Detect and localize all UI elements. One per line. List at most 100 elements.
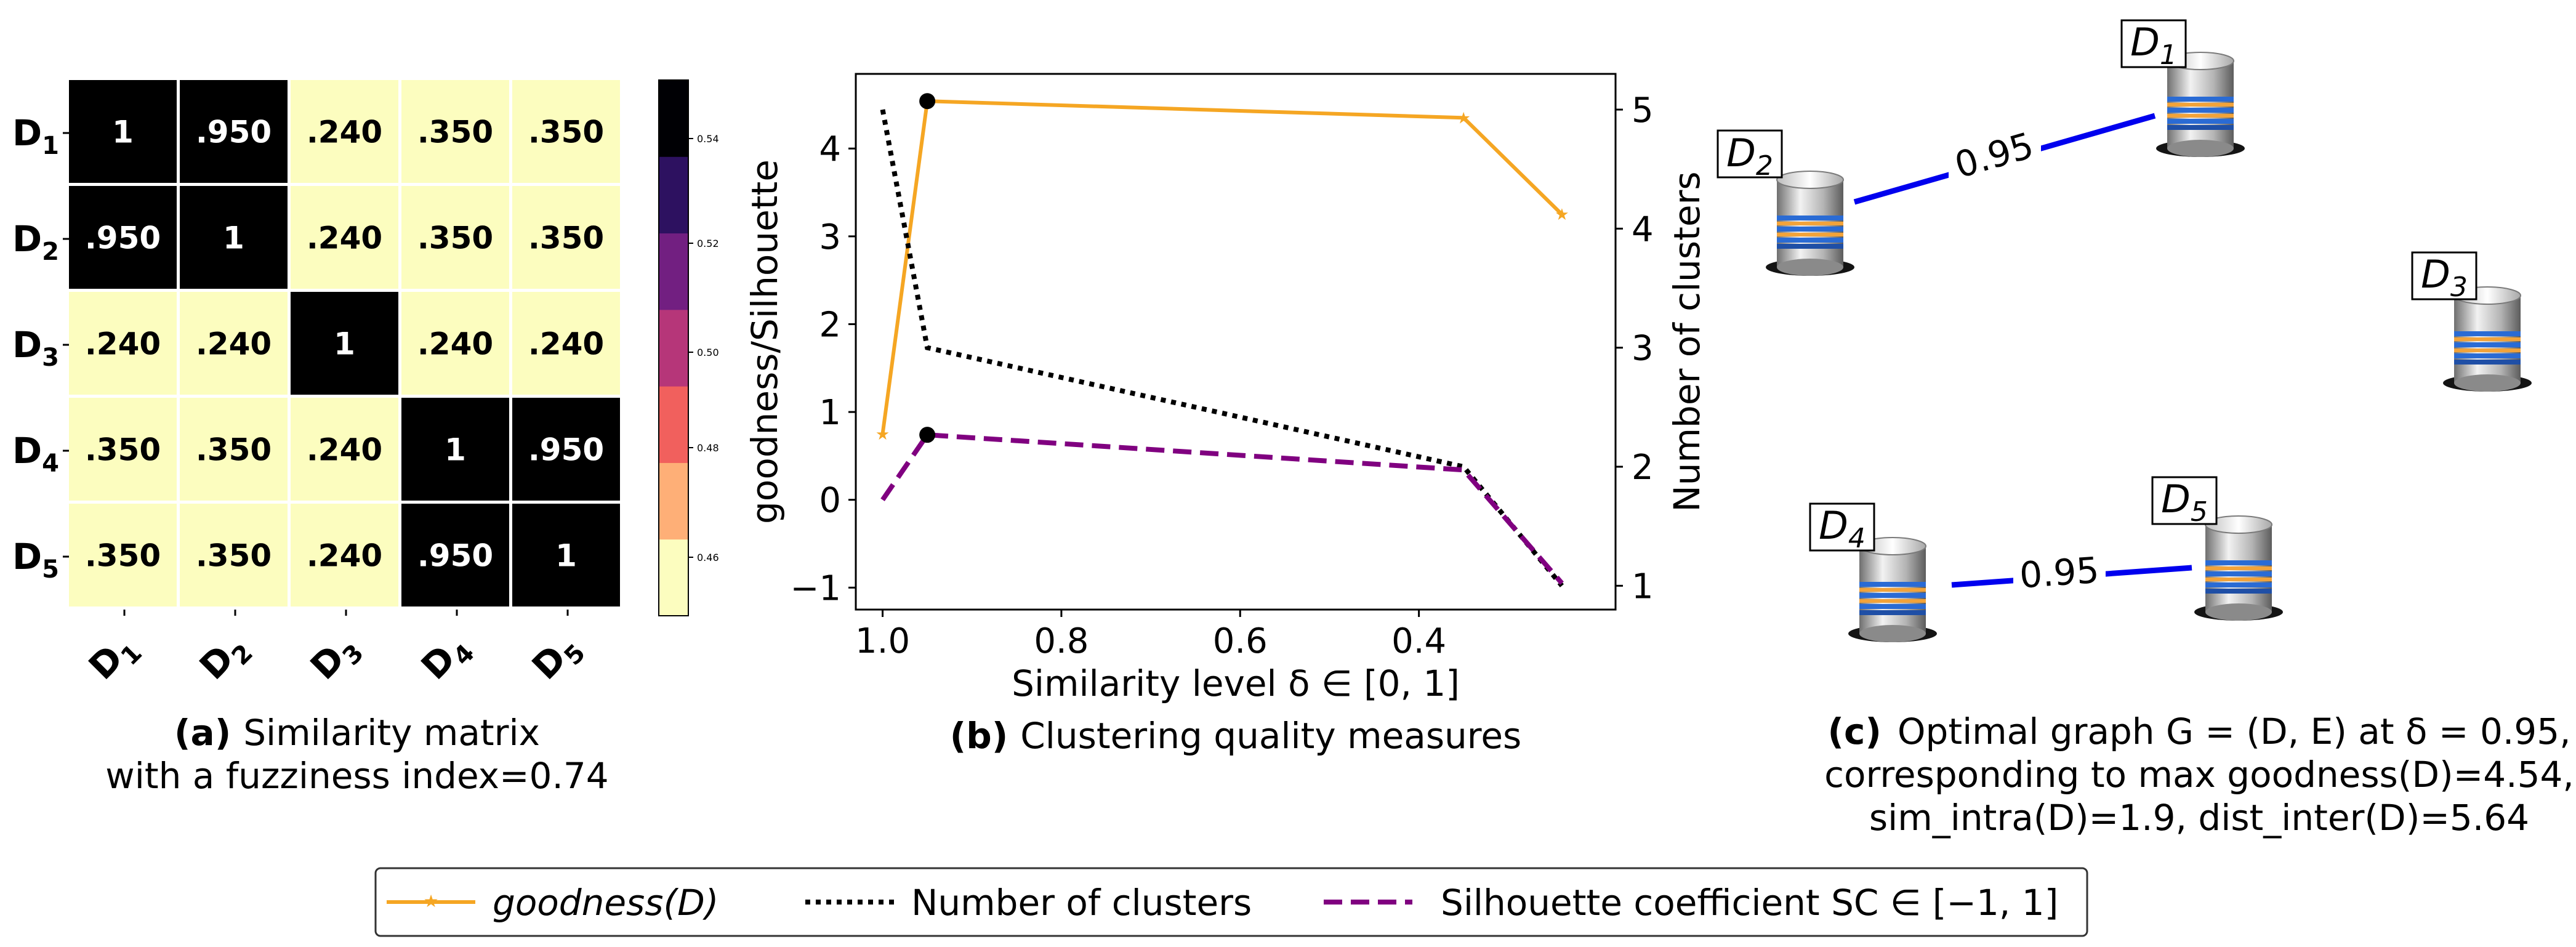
line-chart-axes: 1.0 0.8 0.6 0.4 −1 0 1 2 3 4 1 2 3 4 5 <box>790 91 1653 661</box>
colorbar-segment-1 <box>659 462 688 540</box>
heatmap-cell-r2-c4 <box>512 292 620 395</box>
heatmap-cell-r1-c4 <box>512 186 620 289</box>
y-left-tick-label-4: 3 <box>819 217 841 257</box>
edge-d4-d5-weight: 0.95 <box>2018 549 2101 597</box>
heatmap-col-label-3: D4 <box>413 625 480 692</box>
y-left-tick-label-0: −1 <box>790 568 841 608</box>
heatmap-cell-label-r1-c1: 1 <box>223 220 244 256</box>
caption-c-line3: sim_intra(D)=1.9, dist_inter(D)=5.64 <box>1869 797 2529 839</box>
heatmap-row-label-0: D1 <box>12 112 59 160</box>
heatmap-cell-r4-c1 <box>180 504 288 606</box>
heatmap-cell-label-r2-c4: .240 <box>528 326 604 362</box>
colorbar-tick-label-3: 0.52 <box>697 238 719 249</box>
heatmap-cell-r3-c4 <box>512 398 620 501</box>
heatmap-col-label-1: D2 <box>191 625 259 692</box>
highlight-point-1 <box>919 427 936 443</box>
heatmap-cell-label-r0-c2: .240 <box>307 115 382 150</box>
heatmap-cell-label-r4-c3: .950 <box>417 538 493 574</box>
colorbar-segment-3 <box>659 309 688 387</box>
legend: ★ goodness(D) Number of clusters Silhoue… <box>374 867 2088 937</box>
heatmap-cell-r0-c1 <box>180 80 288 183</box>
heatmap-cell-label-r3-c3: 1 <box>445 432 466 468</box>
y-right-tick-label-4: 5 <box>1632 91 1654 131</box>
legend-goodness-marker: ★ <box>423 891 438 911</box>
colorbar-segment-5 <box>659 156 688 234</box>
y-right-tick-label-3: 4 <box>1632 209 1654 249</box>
legend-silhouette-label: Silhouette coefficient SC ∈ [−1, 1] <box>1441 882 2058 924</box>
series-line-2 <box>880 432 1564 585</box>
heatmap-panel: 1 .950 .240 .350 .350 .950 1 .240 .350 .350 .240 .2… <box>12 79 719 797</box>
caption-c-line1: (c) Optimal graph G = (D, E) at δ = 0.95, <box>1827 711 2570 752</box>
colorbar: 0.46 0.48 0.50 0.52 0.54 <box>658 79 719 616</box>
heatmap-row-label-4: D5 <box>12 536 59 584</box>
legend-box <box>374 867 2088 937</box>
heatmap-cell-label-r0-c3: .350 <box>417 115 493 150</box>
colorbar-tick-label-0: 0.46 <box>697 552 719 563</box>
colorbar-tick-label-4: 0.54 <box>697 133 719 145</box>
heatmap-cell-label-r3-c1: .350 <box>196 432 272 468</box>
y-axis-label-left: goodness/Silhouette <box>744 159 786 524</box>
heatmap-cell-r0-c2 <box>291 80 398 183</box>
series-line-1 <box>880 109 1564 587</box>
heatmap-cell-label-r2-c1: .240 <box>196 326 272 362</box>
heatmap-cell-label-r3-c4: .950 <box>528 432 604 468</box>
y-right-tick-label-1: 2 <box>1632 448 1654 488</box>
caption-b: (b) Clustering quality measures <box>950 715 1522 757</box>
node-d3: D3 <box>2411 251 2532 392</box>
colorbar-tick-label-2: 0.50 <box>697 347 719 358</box>
heatmap-col-label-4: D5 <box>524 625 591 692</box>
heatmap-cell-label-r2-c0: .240 <box>85 326 161 362</box>
node-d4: D4 <box>1809 502 1938 643</box>
heatmap-col-label-0: D1 <box>81 625 148 692</box>
caption-a-line1: (a) Similarity matrix <box>174 712 540 754</box>
heatmap-cell-r0-c4 <box>512 80 620 183</box>
heatmap-cell-r1-c1 <box>180 186 288 289</box>
heatmap-cell-labels: 1 .950 .240 .350 .350 .950 1 .240 .350 .350 .240 .2… <box>85 115 604 574</box>
legend-clusters-label: Number of clusters <box>911 882 1252 924</box>
y-left-tick-label-3: 2 <box>819 305 841 345</box>
heatmap-cell-r4-c2 <box>291 504 398 606</box>
highlight-point-0 <box>919 93 936 110</box>
heatmap-cell-label-r2-c3: .240 <box>417 326 493 362</box>
heatmap-cell-r0-c0 <box>69 80 177 183</box>
y-axis-label-right: Number of clusters <box>1666 171 1708 512</box>
heatmap-cell-label-r2-c2: 1 <box>334 326 355 362</box>
heatmap-col-label-2: D3 <box>302 625 369 692</box>
heatmap-cell-label-r0-c0: 1 <box>112 115 134 150</box>
colorbar-frame <box>658 79 689 616</box>
caption-c-line2: corresponding to max goodness(D)=4.54, <box>1824 754 2574 796</box>
colorbar-segment-6 <box>659 80 688 157</box>
heatmap-cell-label-r1-c0: .950 <box>85 220 161 256</box>
heatmap-cell-label-r1-c3: .350 <box>417 220 493 256</box>
colorbar-segment-2 <box>659 386 688 463</box>
heatmap-cell-r2-c2 <box>291 292 398 395</box>
heatmap-cell-r2-c0 <box>69 292 177 395</box>
heatmap-col-labels: D1 D2 D3 D4 D5 <box>81 610 591 692</box>
y-right-tick-label-2: 3 <box>1632 329 1654 369</box>
graph-panel: 0.95 0.95 D1 D2 D3 D4 <box>1717 19 2574 839</box>
y-left-tick-label-1: 0 <box>819 481 841 521</box>
heatmap-cell-r4-c0 <box>69 504 177 606</box>
heatmap-cell-r2-c1 <box>180 292 288 395</box>
heatmap-cell-r1-c0 <box>69 186 177 289</box>
heatmap-cell-label-r0-c1: .950 <box>196 115 272 150</box>
heatmap-cell-r4-c4 <box>512 504 620 606</box>
heatmap-row-label-2: D3 <box>12 324 59 372</box>
y-right-tick-label-0: 1 <box>1632 566 1654 606</box>
heatmap-cell-r1-c2 <box>291 186 398 289</box>
heatmap-cell-r2-c3 <box>401 292 509 395</box>
series-marker-0-0: ★ <box>875 425 890 444</box>
x-tick-label-0: 1.0 <box>855 621 910 661</box>
x-axis-label: Similarity level δ ∈ [0, 1] <box>1012 663 1460 704</box>
heatmap-cell-label-r1-c2: .240 <box>307 220 382 256</box>
edge-d2-d1-label-bg <box>1949 134 2041 181</box>
heatmap-row-label-1: D2 <box>12 218 59 266</box>
heatmap-cell-label-r0-c4: .350 <box>528 115 604 150</box>
y-left-tick-label-5: 4 <box>819 129 841 169</box>
x-tick-label-3: 0.4 <box>1391 621 1446 661</box>
series-marker-0-3: ★ <box>1555 206 1569 224</box>
heatmap-cell-r3-c3 <box>401 398 509 501</box>
heatmap-cell-r4-c3 <box>401 504 509 606</box>
heatmap-cell-label-r1-c4: .350 <box>528 220 604 256</box>
